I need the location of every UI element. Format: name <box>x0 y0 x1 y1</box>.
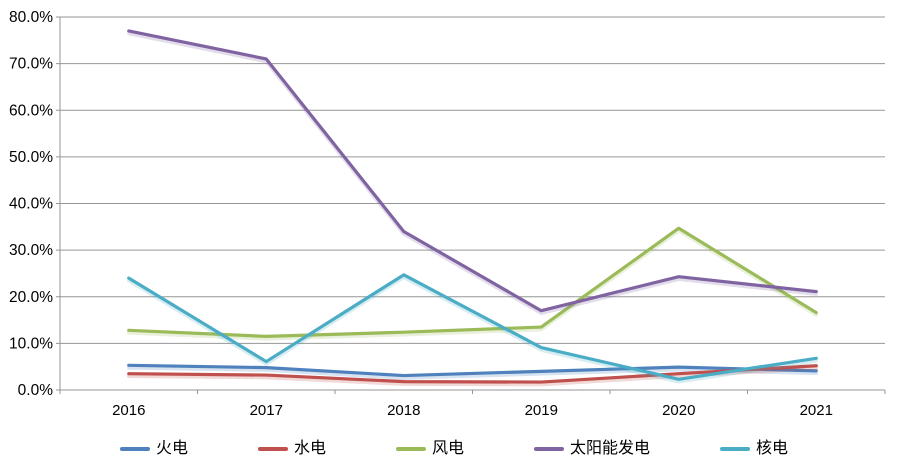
x-axis-tick-label: 2021 <box>800 402 833 419</box>
y-axis-tick-label: 10.0% <box>9 335 53 352</box>
legend-swatch-hydro-power <box>257 447 288 451</box>
legend-swatch-wind-power <box>395 447 426 451</box>
legend-label-solar-power: 太阳能发电 <box>570 440 651 457</box>
legend-item-wind-power: 风电 <box>395 440 464 457</box>
series-line-shadow-solar-power <box>127 31 818 316</box>
legend-label-nuclear-power: 核电 <box>756 440 789 457</box>
series-line-wind-power <box>127 226 818 338</box>
legend-label-hydro-power: 水电 <box>293 440 326 457</box>
series-line-solar-power <box>127 29 818 313</box>
series-line-shadow-wind-power <box>127 229 818 341</box>
legend-swatch-solar-power <box>534 447 564 451</box>
series-line-nuclear-power <box>127 273 818 381</box>
series-line-thermal-power <box>127 363 818 378</box>
x-axis-tick-label: 2018 <box>387 402 420 419</box>
y-axis-tick-label: 80.0% <box>9 9 53 26</box>
legend: 火电 水电 风电 太阳能发电 核电 <box>0 437 908 461</box>
series-line-shadow-nuclear-power <box>127 275 818 384</box>
y-axis-tick-label: 0.0% <box>18 382 54 399</box>
legend-swatch-nuclear-power <box>720 447 751 451</box>
x-axis-tick-label: 2020 <box>662 402 695 419</box>
series-line-hydro-power <box>127 364 818 384</box>
x-axis-tick-label: 2016 <box>112 402 145 419</box>
x-axis-tick-label: 2017 <box>250 402 283 419</box>
y-axis-tick-label: 40.0% <box>9 196 53 213</box>
y-axis-tick-label: 60.0% <box>9 102 53 119</box>
legend-swatch-thermal-power <box>119 447 150 451</box>
x-axis-tick-label: 2019 <box>525 402 558 419</box>
plot-area: 80.0% 70.0% 60.0% 50.0% 40.0% 30.0% 20.0% 10.0%… <box>9 9 886 419</box>
legend-label-thermal-power: 火电 <box>155 440 188 457</box>
legend-label-wind-power: 风电 <box>431 440 464 457</box>
legend-item-hydro-power: 水电 <box>257 440 326 457</box>
legend-item-solar-power: 太阳能发电 <box>534 441 650 457</box>
y-axis-tick-label: 50.0% <box>9 149 53 166</box>
legend-item-thermal-power: 火电 <box>119 440 188 457</box>
legend-item-nuclear-power: 核电 <box>720 441 788 457</box>
y-axis-tick-label: 20.0% <box>9 289 53 306</box>
y-axis-tick-label: 30.0% <box>9 242 53 259</box>
y-axis-tick-label: 70.0% <box>9 56 53 73</box>
series-line-shadow-thermal-power <box>127 366 818 380</box>
